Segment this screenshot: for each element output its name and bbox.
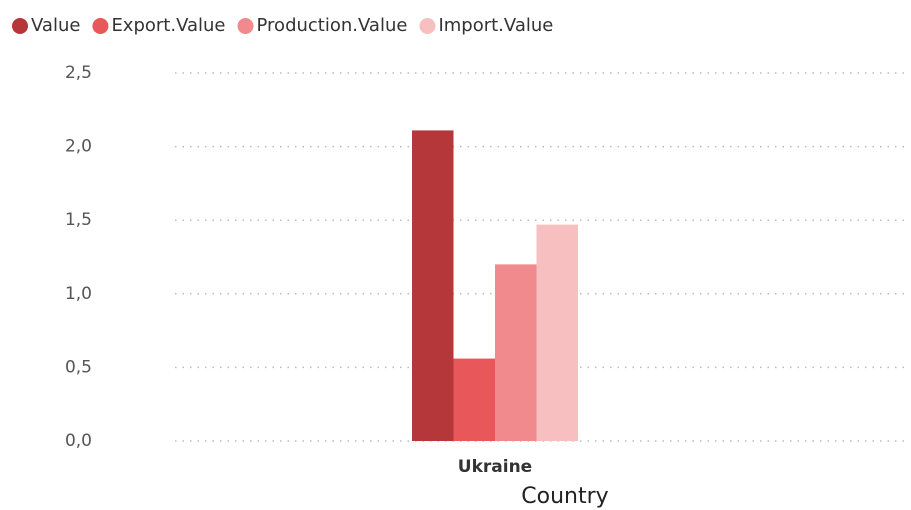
bar [495,264,537,441]
y-tick-label: 2,5 [65,63,92,83]
bar [536,224,578,441]
legend-swatch [12,18,28,34]
x-axis-title: Country [521,484,608,509]
y-tick-label: 0,5 [65,357,92,377]
legend-label: Export.Value [111,15,225,36]
legend-label: Value [31,15,80,36]
y-tick-label: 2,0 [65,137,92,157]
y-tick-label: 1,0 [65,284,92,304]
legend-label: Production.Value [257,15,408,36]
bar [453,358,495,441]
legend-swatch [419,18,436,34]
y-tick-label: 0,0 [65,431,92,451]
x-tick-label: Ukraine [458,457,532,477]
legend-label: Import.Value [438,15,553,36]
bar [412,130,454,441]
legend-swatch [237,18,254,34]
y-tick-label: 1,5 [65,210,92,230]
legend-swatch [92,18,109,34]
